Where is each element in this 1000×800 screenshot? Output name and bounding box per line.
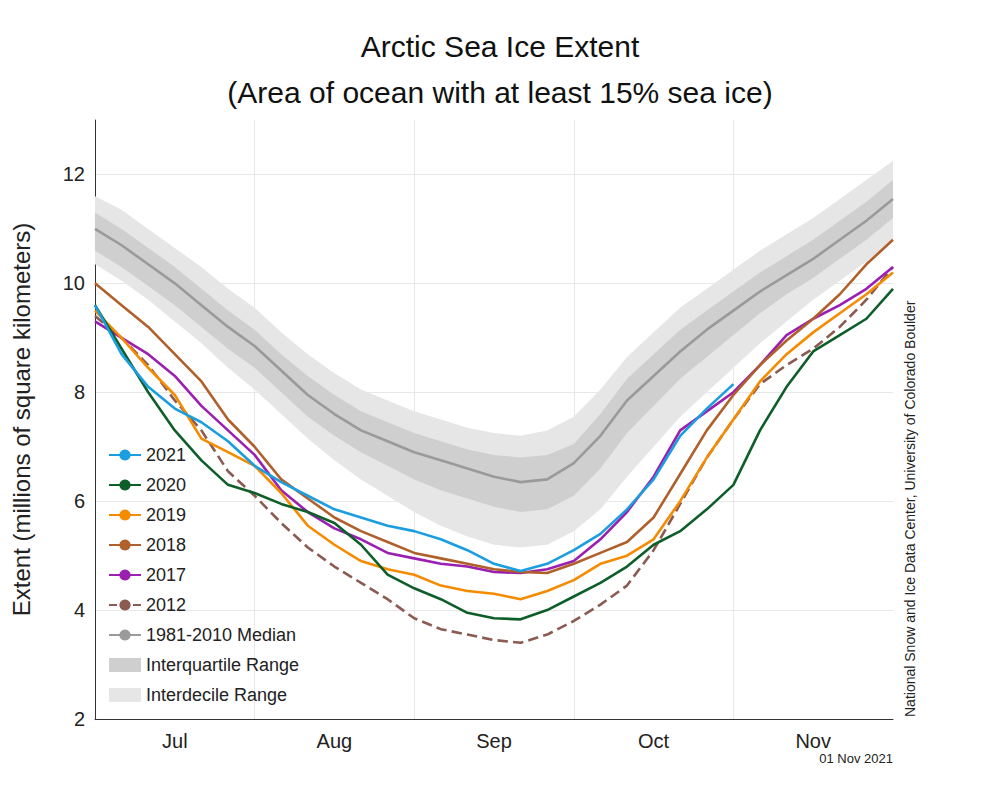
svg-text:Oct: Oct [638, 730, 670, 752]
svg-text:6: 6 [74, 490, 85, 512]
svg-text:Nov: Nov [795, 730, 831, 752]
svg-text:2021: 2021 [146, 445, 186, 465]
svg-text:2012: 2012 [146, 595, 186, 615]
svg-text:Interdecile Range: Interdecile Range [146, 685, 287, 705]
svg-text:1981-2010 Median: 1981-2010 Median [146, 625, 296, 645]
svg-text:4: 4 [74, 599, 85, 621]
svg-text:2020: 2020 [146, 475, 186, 495]
svg-text:Sep: Sep [476, 730, 512, 752]
svg-text:National Snow and Ice Data Cen: National Snow and Ice Data Center, Unive… [902, 300, 918, 717]
svg-text:(Area of ocean with at least 1: (Area of ocean with at least 15% sea ice… [227, 76, 772, 109]
svg-text:Arctic Sea Ice Extent: Arctic Sea Ice Extent [361, 30, 640, 63]
svg-text:Interquartile Range: Interquartile Range [146, 655, 299, 675]
svg-text:2017: 2017 [146, 565, 186, 585]
svg-text:2018: 2018 [146, 535, 186, 555]
svg-text:Aug: Aug [317, 730, 353, 752]
svg-text:Extent (millions of square kil: Extent (millions of square kilometers) [8, 223, 35, 616]
svg-text:2: 2 [74, 708, 85, 730]
svg-text:2019: 2019 [146, 505, 186, 525]
svg-text:Jul: Jul [162, 730, 188, 752]
svg-text:12: 12 [63, 163, 85, 185]
svg-text:01 Nov 2021: 01 Nov 2021 [819, 751, 893, 766]
svg-text:10: 10 [63, 272, 85, 294]
svg-text:8: 8 [74, 381, 85, 403]
